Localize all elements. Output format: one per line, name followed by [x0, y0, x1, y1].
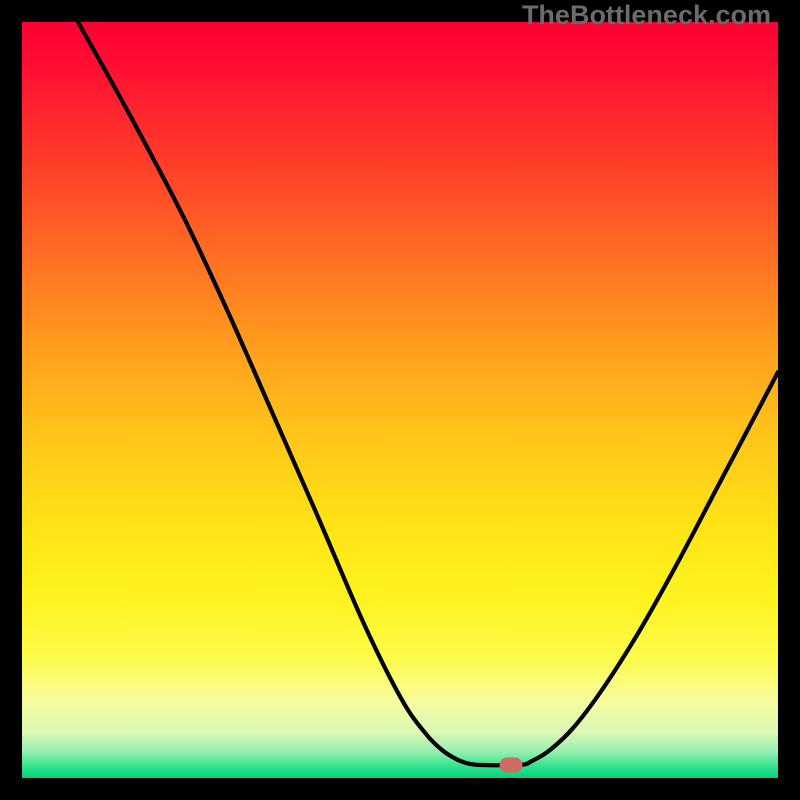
plot-area — [22, 22, 778, 778]
curve-path — [78, 22, 778, 765]
optimal-marker — [500, 758, 523, 773]
watermark-text: TheBottleneck.com — [522, 0, 771, 31]
bottleneck-curve — [22, 22, 778, 778]
chart-frame: TheBottleneck.com — [0, 0, 800, 800]
